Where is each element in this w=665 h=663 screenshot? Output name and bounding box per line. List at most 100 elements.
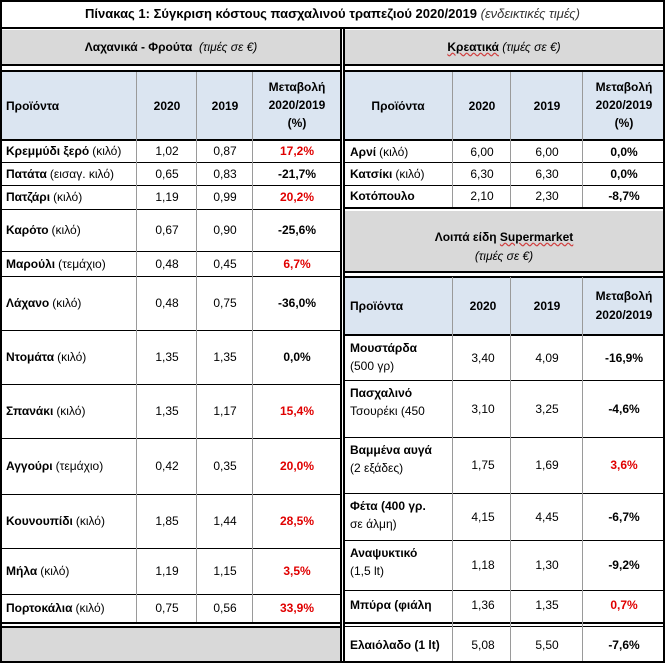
grid-line-h [0, 276, 341, 277]
super-row-name: Μουστάρδα [350, 341, 417, 355]
veg-row-2020: 0,65 [155, 166, 179, 181]
veg-row-2019: 0,90 [213, 223, 237, 237]
super-section-header: Λοιπά είδη Supermarket (τιμές σε €) [344, 211, 664, 271]
super-row-product: Μπύρα (φιάλη [350, 596, 454, 614]
super-row-name: Φέτα (400 γρ. [350, 499, 426, 513]
veg-row-unit: (κιλό) [52, 296, 82, 310]
veg-row-name: Πατάτα [6, 166, 47, 181]
veg-row-name: Κρεμμύδι ξερό [6, 144, 90, 158]
veg-header-2020: 2020 [153, 99, 181, 113]
veg-row-change: 0,0% [283, 350, 311, 364]
table-title: Πίνακας 1: Σύγκριση κόστους πασχαλινού τ… [0, 0, 665, 27]
super-row-change: -9,2% [608, 558, 640, 572]
veg-row-name: Μήλα [6, 564, 38, 578]
meat-row-product: Αρνί (κιλό) [350, 140, 454, 163]
veg-header-change: Μεταβολή 2020/2019 (%) [268, 80, 326, 130]
veg-row-2020: 0,67 [155, 223, 179, 237]
veg-row-product: Μαρούλι (τεμάχιο) [6, 251, 138, 276]
veg-row-2019: 0,35 [213, 459, 237, 473]
veg-row-unit: (εισαγ. κιλό) [49, 166, 115, 181]
grid-line-h [0, 548, 341, 549]
grid-line-h [0, 438, 341, 439]
grid-line-v [582, 72, 583, 207]
super-header-2019: 2019 [533, 299, 561, 313]
veg-row-name: Αγγούρι [6, 459, 53, 473]
veg-row-name: Καρότο [6, 223, 49, 237]
super-row-2020: 5,08 [471, 637, 495, 652]
super-row-change: 3,6% [610, 458, 638, 472]
super-row-2019: 1,30 [535, 558, 559, 572]
grid-line-h [0, 661, 665, 663]
veg-header-product: Προϊόντα [6, 99, 60, 113]
super-row-change: -4,6% [608, 401, 640, 416]
veg-row-2020: 1,19 [155, 190, 179, 204]
veg-row-2019: 1,44 [213, 514, 237, 528]
grid-line-h [0, 64, 341, 66]
meat-header-2019: 2019 [533, 99, 561, 113]
veg-row-product: Ντομάτα (κιλό) [6, 330, 138, 384]
veg-footer-filler [2, 627, 340, 663]
grid-line-h [343, 380, 665, 381]
veg-row-name: Πατζάρι [6, 190, 51, 204]
grid-line-h [343, 334, 665, 336]
veg-row-change: 28,5% [279, 514, 315, 528]
grid-line-v [582, 277, 583, 663]
veg-section-header: Λαχανικά - Φρούτα (τιμές σε €) [2, 30, 340, 64]
veg-row-unit: (κιλό) [40, 564, 70, 578]
grid-line-h [0, 70, 341, 72]
veg-row-unit: (κιλό) [75, 601, 105, 615]
super-row-product: Φέτα (400 γρ. σε άλμη) [350, 497, 454, 533]
grid-line-v [340, 29, 342, 663]
super-row-2020: 1,18 [471, 558, 495, 572]
super-row-2019: 5,50 [535, 637, 559, 652]
grid-line-h [0, 0, 665, 2]
super-row-2019: 1,35 [535, 598, 559, 612]
veg-row-name: Λάχανο [6, 296, 50, 310]
grid-line-h [343, 437, 665, 438]
veg-row-2020: 1,19 [155, 564, 179, 578]
super-row-2020: 1,36 [471, 598, 495, 612]
veg-row-2019: 0,99 [213, 190, 237, 204]
grid-line-v [252, 72, 253, 622]
grid-line-h [0, 330, 341, 331]
veg-row-change: -25,6% [277, 223, 317, 237]
super-row-2020: 3,40 [471, 350, 495, 365]
meat-row-name: Κατσίκι [350, 167, 393, 181]
grid-line-h [0, 139, 341, 141]
veg-row-unit: (κιλό) [75, 514, 105, 528]
veg-row-unit: (κιλό) [92, 144, 122, 158]
grid-line-h [0, 494, 341, 495]
veg-row-change: -21,7% [277, 166, 317, 181]
super-header-row [344, 277, 664, 335]
meat-row-2019: 2,30 [535, 189, 559, 203]
grid-line-h [343, 207, 665, 209]
veg-row-2020: 1,02 [155, 144, 179, 158]
super-header-change: Μεταβολή 2020/2019 [595, 289, 653, 322]
super-section-title: Λοιπά είδη Supermarket [434, 230, 574, 244]
grid-line-h [343, 64, 665, 66]
super-header-2020: 2020 [469, 299, 497, 313]
veg-row-2020: 0,48 [155, 256, 179, 271]
veg-row-change: 17,2% [279, 144, 315, 158]
super-row-2020: 1,75 [471, 458, 495, 472]
meat-row-2019: 6,00 [535, 144, 559, 159]
super-section-note: (τιμές σε €) [474, 249, 534, 263]
veg-header-2019: 2019 [211, 99, 239, 113]
grid-line-h [0, 384, 341, 385]
veg-row-name: Σπανάκι [6, 404, 54, 418]
super-row-2020: 4,15 [471, 509, 495, 524]
super-row-product: Αναψυκτικό (1,5 lt) [350, 544, 454, 580]
veg-row-change: 3,5% [283, 564, 311, 578]
veg-row-2019: 0,56 [213, 601, 237, 615]
grid-line-h [343, 70, 665, 72]
super-row-unit: σε άλμη) [350, 517, 397, 531]
table-title-main: Πίνακας 1: Σύγκριση κόστους πασχαλινού τ… [85, 6, 478, 21]
veg-row-unit: (κιλό) [56, 404, 86, 418]
super-row-product: Βαμμένα αυγά (2 εξάδες) [350, 441, 454, 477]
super-row-name: Βαμμένα αυγά [350, 443, 432, 457]
super-row-name: Αναψυκτικό [350, 546, 418, 560]
grid-line-h [343, 271, 665, 273]
veg-row-name: Μαρούλι [6, 256, 56, 271]
meat-header-2020: 2020 [468, 99, 496, 113]
veg-row-change: 33,9% [279, 601, 315, 615]
